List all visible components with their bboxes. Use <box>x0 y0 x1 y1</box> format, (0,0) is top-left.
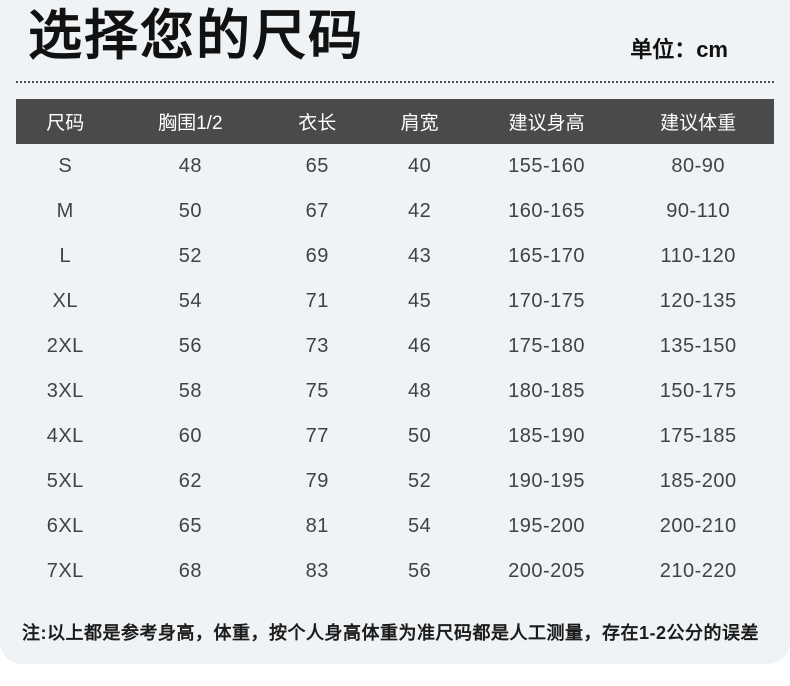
value-cell: 56 <box>407 559 432 582</box>
value-cell: 180-185 <box>508 379 586 402</box>
value-cell: 48 <box>178 154 202 177</box>
page-title: 选择您的尺码 <box>28 6 364 66</box>
value-cell: 45 <box>407 289 432 312</box>
value-cell: 40 <box>407 154 432 177</box>
value-cell: 60 <box>178 424 202 447</box>
value-cell: 170-175 <box>508 289 586 312</box>
value-cell: 68 <box>178 559 202 582</box>
footnote: 注:以上都是参考身高，体重，按个人身高体重为准尺码都是人工测量，存在1-2公分的… <box>22 622 760 643</box>
value-cell: 90-110 <box>666 199 731 222</box>
value-cell: 62 <box>178 469 202 492</box>
value-cell: 69 <box>305 244 329 267</box>
value-cell: 56 <box>178 334 202 357</box>
value-cell: 200-210 <box>659 514 737 537</box>
value-cell: 43 <box>407 244 432 267</box>
value-cell: 58 <box>178 379 202 402</box>
size-table-body: S 48 65 40 155-160 80-90 M 50 67 42 160-165 90-110 L… <box>16 144 774 594</box>
size-table: 尺码 胸围1/2 衣长 肩宽 建议身高 建议体重 S 48 65 40 155-160 80-90 M… <box>16 98 774 594</box>
value-cell: 110-120 <box>660 244 736 267</box>
header-row: 尺码 胸围1/2 衣长 肩宽 建议身高 建议体重 <box>16 98 774 144</box>
value-cell: 160-165 <box>508 199 586 222</box>
dotted-divider <box>16 80 774 83</box>
column-header: 衣长 <box>266 98 369 144</box>
title-row: 选择您的尺码 单位：cm <box>0 0 790 81</box>
value-cell: 79 <box>305 469 329 492</box>
size-table-header: 尺码 胸围1/2 衣长 肩宽 建议身高 建议体重 <box>16 98 774 144</box>
value-cell: 50 <box>178 199 202 222</box>
table-row: S 48 65 40 155-160 80-90 <box>16 144 774 189</box>
table-row: 7XL 68 83 56 200-205 210-220 <box>16 549 774 594</box>
value-cell: 71 <box>305 289 329 312</box>
value-cell: 120-135 <box>659 289 737 312</box>
value-cell: 210-220 <box>659 559 737 582</box>
value-cell: 135-150 <box>659 334 737 357</box>
value-cell: 185-200 <box>659 469 737 492</box>
value-cell: 65 <box>305 154 329 177</box>
value-cell: 165-170 <box>508 244 586 267</box>
table-row: M 50 67 42 160-165 90-110 <box>16 189 774 234</box>
value-cell: 77 <box>305 424 329 447</box>
size-cell: 2XL <box>46 334 84 357</box>
column-header: 尺码 <box>16 98 115 144</box>
value-cell: 195-200 <box>508 514 586 537</box>
unit-label: 单位：cm <box>630 36 728 62</box>
table-row: 6XL 65 81 54 195-200 200-210 <box>16 504 774 549</box>
value-cell: 73 <box>305 334 329 357</box>
table-row: L 52 69 43 165-170 110-120 <box>16 234 774 279</box>
value-cell: 81 <box>305 514 329 537</box>
size-chart-card: 选择您的尺码 单位：cm 尺码 胸围1/2 衣长 肩宽 建议身高 建议体重 S 48 65 40… <box>0 0 790 664</box>
table-row: 4XL 60 77 50 185-190 175-185 <box>16 414 774 459</box>
value-cell: 150-175 <box>659 379 737 402</box>
size-cell: 5XL <box>46 469 84 492</box>
value-cell: 190-195 <box>508 469 586 492</box>
value-cell: 83 <box>305 559 329 582</box>
value-cell: 54 <box>178 289 202 312</box>
size-cell: 6XL <box>46 514 84 537</box>
value-cell: 80-90 <box>671 154 726 177</box>
column-header: 建议体重 <box>622 98 774 144</box>
value-cell: 175-185 <box>659 424 737 447</box>
value-cell: 48 <box>407 379 432 402</box>
table-row: 3XL 58 75 48 180-185 150-175 <box>16 369 774 414</box>
column-header: 胸围1/2 <box>114 98 267 144</box>
value-cell: 42 <box>407 199 432 222</box>
value-cell: 65 <box>178 514 202 537</box>
column-header: 肩宽 <box>368 98 471 144</box>
value-cell: 50 <box>407 424 432 447</box>
column-header: 建议身高 <box>470 98 623 144</box>
value-cell: 175-180 <box>508 334 586 357</box>
size-cell: XL <box>52 289 78 312</box>
size-cell: L <box>59 244 72 267</box>
value-cell: 54 <box>407 514 432 537</box>
value-cell: 52 <box>178 244 202 267</box>
table-row: XL 54 71 45 170-175 120-135 <box>16 279 774 324</box>
size-cell: S <box>58 154 73 177</box>
table-row: 2XL 56 73 46 175-180 135-150 <box>16 324 774 369</box>
value-cell: 67 <box>305 199 329 222</box>
value-cell: 75 <box>305 379 329 402</box>
value-cell: 46 <box>407 334 432 357</box>
value-cell: 52 <box>407 469 432 492</box>
table-row: 5XL 62 79 52 190-195 185-200 <box>16 459 774 504</box>
size-cell: 7XL <box>46 559 84 582</box>
size-cell: 3XL <box>46 379 84 402</box>
value-cell: 155-160 <box>508 154 586 177</box>
value-cell: 200-205 <box>508 559 586 582</box>
size-cell: M <box>56 199 74 222</box>
value-cell: 185-190 <box>508 424 586 447</box>
size-cell: 4XL <box>46 424 84 447</box>
